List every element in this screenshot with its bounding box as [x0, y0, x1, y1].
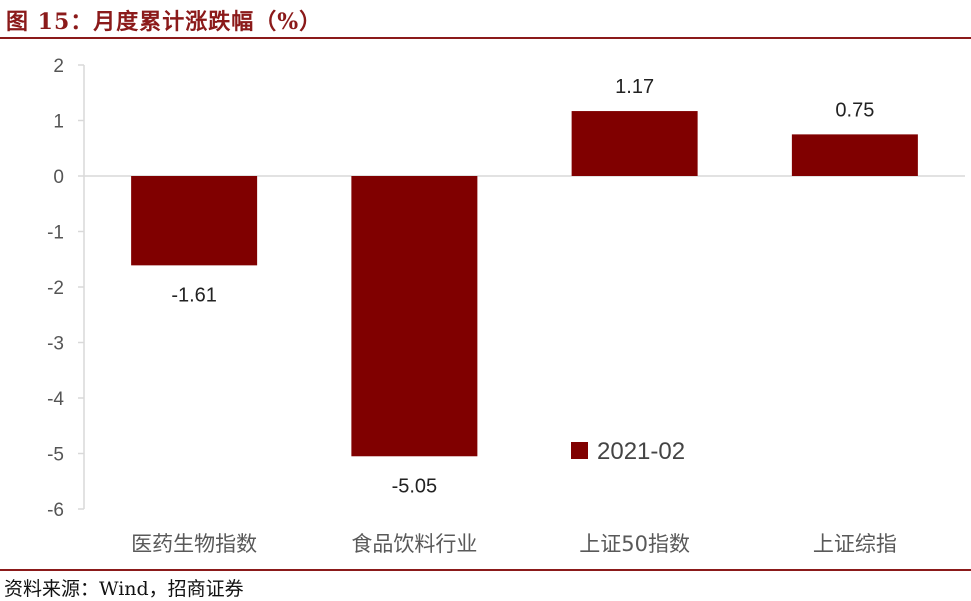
- data-label: 0.75: [835, 99, 874, 121]
- y-tick-label: 1: [53, 112, 64, 133]
- legend-swatch: [571, 442, 588, 459]
- bar: [571, 111, 698, 176]
- y-tick-label: 2: [53, 56, 64, 77]
- source-note: 资料来源：Wind，招商证券: [4, 578, 244, 600]
- category-label: 食品饮料行业: [351, 532, 477, 556]
- footer-divider: [0, 569, 971, 571]
- category-label: 上证综指: [813, 532, 897, 556]
- bar: [791, 134, 918, 176]
- bar: [351, 176, 478, 457]
- y-tick-label: -3: [47, 334, 64, 355]
- chart-title: 图 15：月度累计涨跌幅（%）: [6, 9, 323, 35]
- data-label: -5.05: [392, 475, 438, 497]
- y-tick-label: -4: [47, 389, 64, 410]
- y-tick-label: 0: [53, 167, 64, 188]
- data-label: 1.17: [615, 76, 654, 98]
- bar-chart: 2 1 0 -1 -2 -3 -4 -5 -6 -1.61 医药生物指数 -5.05 食品饮料行业 1.1…: [47, 56, 965, 556]
- category-label: 上证50指数: [579, 532, 690, 556]
- title-divider: [0, 37, 971, 39]
- y-tick-label: -2: [47, 278, 64, 299]
- y-tick-label: -5: [47, 445, 64, 466]
- data-label: -1.61: [171, 284, 217, 306]
- legend-label: 2021-02: [597, 438, 685, 465]
- bar: [131, 176, 258, 266]
- y-tick-label: -6: [47, 500, 64, 521]
- y-tick-label: -1: [47, 223, 64, 244]
- category-label: 医药生物指数: [131, 532, 257, 556]
